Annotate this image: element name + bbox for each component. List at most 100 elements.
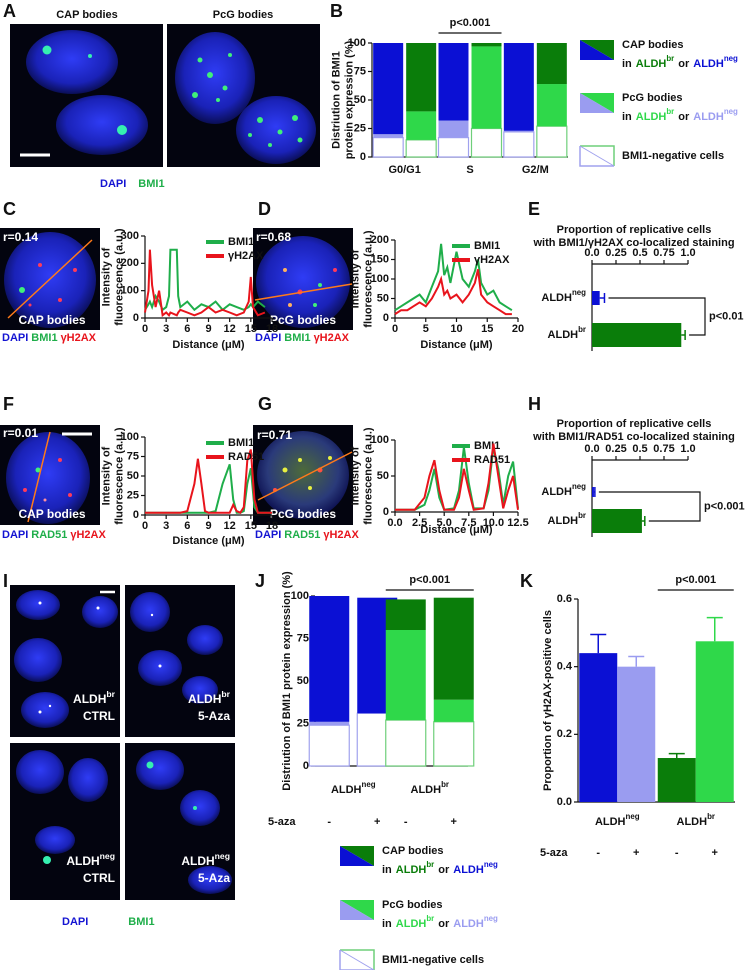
y-tick-label: 0.2: [557, 728, 572, 740]
y-tick-label: 100: [121, 285, 139, 297]
treatment: +: [712, 847, 718, 859]
legend-swatch: [340, 900, 374, 920]
stain-labels: DAPI RAD51 γH2AX: [2, 529, 106, 541]
y-tick-label: 75: [297, 632, 309, 644]
bar-segment: [385, 630, 426, 721]
x-tick-label: ALDHneg: [595, 812, 640, 828]
text-part: RAD51: [31, 529, 67, 541]
legend-label: BMI1: [228, 236, 254, 248]
superscript: neg: [215, 851, 230, 861]
legend-swatch: [339, 950, 374, 970]
micrograph: [0, 425, 100, 525]
treatment-label: 5-aza: [268, 816, 296, 828]
text-part: or: [438, 918, 450, 930]
text-part: ALDH: [693, 58, 724, 70]
legend-swatch: [579, 146, 614, 167]
bar-segment: [433, 721, 475, 767]
superscript: br: [106, 689, 115, 699]
x-axis-label: Distance (μM): [420, 524, 492, 536]
bar-segment: [373, 134, 404, 138]
x-tick-label: 7.5: [461, 517, 476, 529]
treatment: +: [451, 816, 457, 828]
line-series: [145, 463, 272, 514]
y-tick-label: 25: [354, 122, 366, 134]
panel-letter: K: [520, 571, 533, 591]
text-part: in: [622, 111, 632, 123]
y-tick-label: 75: [127, 450, 139, 462]
x-tick-label: 1.0: [680, 443, 695, 455]
x-tick-label: ALDHbr: [411, 780, 449, 796]
panel-letter: G: [258, 394, 272, 414]
annotation: p<0.001: [450, 17, 491, 29]
bar-segment: [372, 137, 404, 158]
significance-bracket: [608, 297, 706, 336]
y-tick-label: 200: [121, 257, 139, 269]
x-tick-label: 0.0: [387, 517, 402, 529]
bar-segment: [309, 721, 350, 726]
micrograph: [167, 24, 320, 167]
text-part: BMI1: [138, 178, 164, 190]
correlation: r=0.01: [3, 426, 38, 440]
text-part: γH2AX: [70, 529, 106, 541]
stain-labels: DAPI BMI1 γH2AX: [255, 332, 350, 344]
text-part: DAPI: [2, 332, 28, 344]
y-axis-label: fluorescence (a.u.): [113, 427, 125, 525]
x-tick-label: 0.5: [632, 247, 647, 259]
x-tick-label: G0/G1: [388, 164, 420, 176]
legend-label: CAP bodies: [622, 39, 684, 51]
bar-segment: [438, 120, 469, 138]
panel-letter: D: [258, 199, 271, 219]
bar: [592, 509, 642, 533]
y-tick-label: 0: [133, 509, 139, 521]
tile-label: ALDHneg: [66, 851, 115, 868]
y-tick-label: 100: [348, 37, 366, 49]
x-axis-label: Distance (μM): [172, 535, 244, 547]
text-part: G0/G1: [388, 164, 420, 176]
x-tick-label: 12.5: [507, 517, 528, 529]
text-part: in: [622, 58, 632, 70]
bar-segment: [406, 111, 437, 140]
x-tick-label: 15: [481, 323, 493, 335]
bar: [592, 487, 594, 497]
superscript: neg: [572, 288, 586, 297]
micrograph: [0, 228, 100, 330]
legend-label: BMI1: [474, 440, 500, 452]
text-part: or: [438, 864, 450, 876]
legend-label: BMI1: [228, 437, 254, 449]
chart-title: Proportion of replicative cells: [557, 224, 712, 236]
y-tick-label: 0: [360, 151, 366, 163]
image-caption: CAP bodies: [18, 507, 85, 521]
legend-detail: in ALDHbr or ALDHneg: [382, 914, 498, 930]
superscript: neg: [572, 482, 586, 491]
superscript: neg: [100, 851, 115, 861]
panel-letter: J: [255, 571, 265, 591]
y-tick-label: 50: [127, 470, 139, 482]
x-tick-label: 0.25: [605, 247, 626, 259]
y-tick-label: 50: [377, 470, 389, 482]
legend-detail: in ALDHbr or ALDHneg: [382, 860, 498, 876]
text-part: ALDH: [548, 329, 579, 341]
micrograph: [125, 585, 235, 737]
legend-label: RAD51: [228, 451, 264, 463]
y-tick-label: 0: [383, 312, 389, 324]
y-tick-label: 150: [371, 253, 389, 265]
y-axis-label: Intensity of: [100, 446, 112, 505]
legend-swatch: [580, 93, 614, 113]
x-tick-label: 6: [184, 520, 190, 532]
correlation: r=0.68: [256, 230, 291, 244]
bar-segment: [438, 43, 469, 121]
bar-segment: [433, 699, 474, 722]
bar: [592, 323, 682, 347]
superscript: br: [707, 812, 715, 821]
superscript: br: [221, 689, 230, 699]
text-part: ALDH: [188, 692, 221, 706]
x-axis-label: Distance (μM): [420, 339, 492, 351]
legend-swatch: [340, 949, 375, 970]
legend-label: γH2AX: [228, 250, 264, 262]
bar-segment: [373, 43, 404, 135]
panel-letter: E: [528, 199, 540, 219]
legend-label: PcG bodies: [622, 92, 683, 104]
x-tick-label: G2/M: [522, 164, 549, 176]
bar-segment: [433, 597, 474, 700]
x-tick-label: 10: [450, 323, 462, 335]
